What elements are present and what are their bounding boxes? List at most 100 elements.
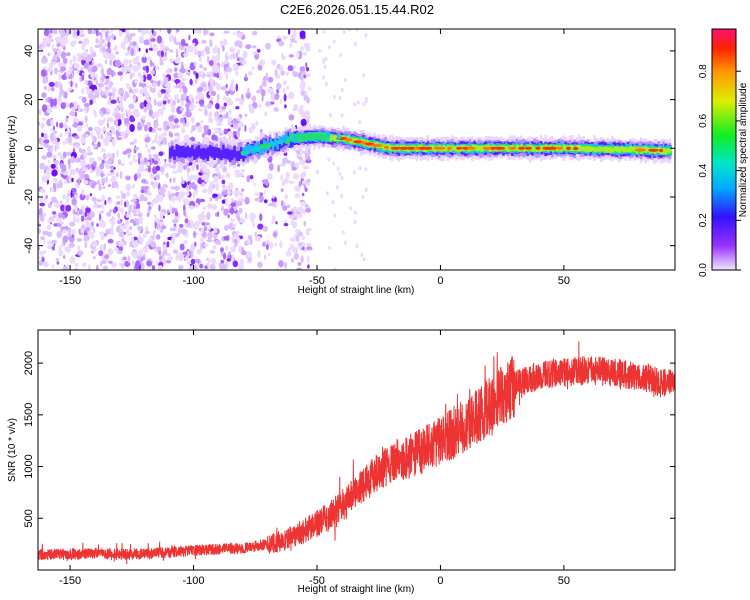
spectrogram-noise-cell: [211, 134, 217, 141]
spectrogram-noise-cell: [81, 74, 85, 81]
spectrogram-noise-cell: [223, 128, 228, 135]
spectrogram-signal-cell: [258, 145, 261, 156]
spectrogram-noise-cell: [203, 225, 208, 232]
spectrogram-noise-cell: [279, 163, 282, 167]
spectrogram-noise-cell: [115, 59, 121, 68]
spectrogram-noise-cell: [67, 227, 72, 233]
spectrogram-signal-cell: [622, 147, 626, 153]
spectrogram-peak-cell: [573, 147, 579, 151]
spectrogram-noise-cell: [208, 81, 211, 88]
spectrogram-noise-cell: [167, 29, 172, 35]
spectrogram-noise-cell: [117, 125, 121, 131]
spectrogram-noise-cell: [110, 69, 115, 78]
spectrogram-noise-cell: [107, 184, 111, 188]
spectrogram-noise-cell: [139, 262, 145, 270]
spectrogram-noise-cell: [129, 141, 135, 145]
spectrogram-signal-cell: [631, 146, 634, 152]
spectrogram-noise-cell: [340, 194, 344, 199]
spectrogram-noise-cell: [286, 204, 291, 209]
spectrogram-noise-cell: [78, 40, 83, 44]
spectrogram-noise-cell: [183, 210, 187, 217]
spectrogram-noise-cell: [215, 103, 220, 110]
spectrogram-noise-cell: [256, 89, 262, 94]
spectrogram-noise-cell: [151, 140, 155, 144]
spectrogram-noise-cell: [173, 67, 178, 72]
spectrogram-noise-cell: [136, 225, 143, 231]
spectrogram-noise-cell: [76, 52, 82, 57]
spectrogram-noise-cell: [60, 204, 65, 212]
spectrogram-signal-cell: [202, 147, 205, 160]
spectrogram-peak-cell: [648, 148, 659, 152]
spectrogram-noise-cell: [287, 248, 291, 252]
spectrogram-noise-cell: [101, 194, 105, 202]
spectrogram-noise-cell: [192, 42, 196, 46]
spectrogram-noise-cell: [129, 41, 133, 46]
spectrogram-noise-cell: [197, 92, 204, 100]
spectrogram-noise-cell: [91, 93, 97, 99]
spectrogram-noise-cell: [83, 37, 90, 45]
spectrogram-noise-cell: [61, 164, 67, 173]
spectrogram-noise-cell: [91, 65, 98, 72]
spectrogram-noise-cell: [162, 100, 167, 105]
spectrogram-noise-cell: [235, 40, 242, 47]
spectrogram-noise-cell: [184, 218, 189, 224]
spectrogram-noise-cell: [186, 71, 191, 76]
spectrogram-signal-cell: [584, 146, 588, 153]
spectrogram-noise-cell: [303, 184, 307, 190]
spectrogram-noise-cell: [181, 93, 187, 100]
spectrogram-noise-cell: [204, 46, 210, 53]
spectrogram-noise-cell: [183, 239, 188, 245]
spectrogram-noise-cell: [268, 252, 271, 256]
spectrogram-noise-cell: [65, 102, 70, 108]
spectrogram-noise-cell: [221, 199, 226, 204]
spectrogram-noise-cell: [300, 150, 306, 155]
spectrogram-noise-cell: [100, 34, 103, 40]
spectrogram-signal-cell: [271, 141, 275, 151]
spectrogram-noise-cell: [195, 188, 199, 195]
spectrogram-noise-cell: [47, 29, 52, 32]
spectrogram-noise-cell: [64, 246, 68, 252]
spectrogram-signal-cell: [633, 146, 637, 152]
spectrogram-noise-cell: [170, 125, 173, 130]
spectrogram-noise-cell: [161, 168, 165, 172]
spectrogram-noise-cell: [301, 52, 308, 56]
spectrogram-noise-cell: [251, 30, 258, 36]
spectrogram-noise-cell: [129, 205, 132, 211]
spectrogram-noise-cell: [133, 220, 137, 227]
spectrogram-noise-cell: [219, 116, 223, 123]
spectrogram-noise-cell: [267, 87, 273, 94]
spectrogram-noise-cell: [272, 231, 278, 238]
spectrogram-signal-blob: [259, 144, 264, 149]
spectrogram-noise-cell: [285, 171, 290, 179]
spectrogram-signal-cell: [213, 147, 216, 160]
spectrogram-noise-cell: [155, 234, 161, 240]
spectrogram-noise-cell: [283, 93, 287, 102]
spectrogram-noise-cell: [97, 38, 102, 45]
spectrogram-noise-cell: [79, 175, 84, 181]
spectrogram-signal-cell: [231, 149, 234, 160]
spectrogram-noise-cell: [175, 252, 180, 259]
spectrogram-noise-cell: [295, 149, 301, 155]
spectrogram-signal-cell: [609, 146, 612, 153]
spectrogram-noise-cell: [150, 240, 156, 248]
spectrogram-noise-cell: [65, 29, 71, 36]
spectrogram-signal-blob: [270, 141, 275, 146]
y-tick-label: 500: [23, 509, 35, 527]
spectrogram-noise-cell: [247, 238, 252, 245]
spectrogram-noise-cell: [348, 29, 351, 32]
spectrogram-noise-cell: [153, 98, 157, 106]
spectrogram-noise-cell: [233, 240, 237, 248]
spectrogram-noise-cell: [109, 165, 115, 170]
spectrogram-noise-cell: [53, 98, 57, 107]
spectrogram-noise-cell: [53, 130, 58, 134]
spectrogram-noise-cell: [235, 106, 240, 110]
spectrogram-noise-cell: [292, 29, 297, 38]
x-tick-label: -150: [59, 275, 81, 287]
spectrogram-noise-cell: [47, 231, 53, 237]
spectrogram-noise-cell: [212, 65, 216, 74]
spectrogram-noise-cell: [99, 163, 105, 170]
spectrogram-noise-cell: [62, 235, 69, 243]
spectrogram-noise-cell: [99, 108, 102, 115]
spectrogram-noise-cell: [118, 30, 123, 37]
spectrogram-noise-cell: [231, 138, 238, 144]
